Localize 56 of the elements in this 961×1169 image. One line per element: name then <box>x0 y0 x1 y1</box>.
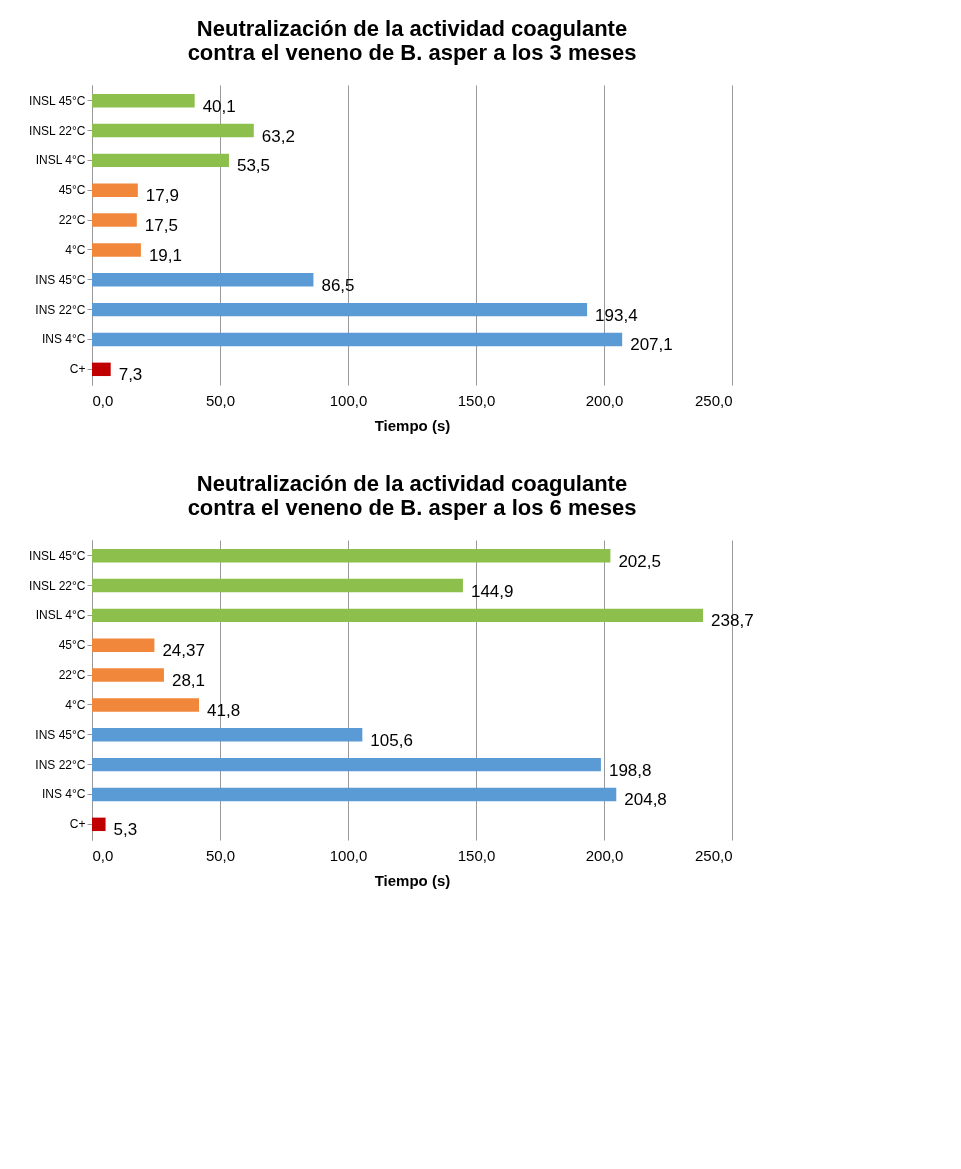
y-tick-label: INS 45°C <box>35 727 86 742</box>
y-tick-label: 22°C <box>58 668 86 683</box>
y-tick-label: 45°C <box>58 638 86 653</box>
x-tick-label: 100,0 <box>329 391 368 409</box>
y-tick-label: INSL 4°C <box>35 153 86 168</box>
y-tick-label: C+ <box>69 817 86 832</box>
data-label: 7,3 <box>118 365 143 385</box>
x-tick-label: 200,0 <box>585 846 624 864</box>
data-label: 207,1 <box>630 335 673 355</box>
y-tick-label: 45°C <box>58 183 86 198</box>
y-tick-label: 22°C <box>58 213 86 228</box>
data-label: 41,8 <box>207 700 241 720</box>
x-tick-label: 50,0 <box>205 391 236 409</box>
y-tick-label: INSL 4°C <box>35 608 86 623</box>
x-tick-label: 150,0 <box>457 391 496 409</box>
y-tick-label: INSL 22°C <box>29 123 86 138</box>
data-label: 5,3 <box>113 820 138 840</box>
y-tick-label: INSL 45°C <box>29 548 86 563</box>
data-label: 105,6 <box>370 730 413 750</box>
data-label: 19,1 <box>148 245 182 265</box>
y-tick-label: INS 22°C <box>35 757 86 772</box>
x-axis-title: Tiempo (s) <box>374 416 451 434</box>
chart-title: Neutralización de la actividad coagulante contra el veneno de B. asper a los 3 meses <box>187 16 637 65</box>
y-tick-label: INS 4°C <box>42 787 86 802</box>
data-label: 144,9 <box>470 581 514 601</box>
x-tick-label: 150,0 <box>457 846 496 864</box>
y-tick-label: INSL 45°C <box>29 93 86 108</box>
data-label: 53,5 <box>236 156 271 176</box>
chart-title: Neutralización de la actividad coagulante contra el veneno de B. asper a los 6 meses <box>187 471 637 520</box>
x-tick-label: 250,0 <box>694 846 733 864</box>
data-label: 40,1 <box>202 96 236 116</box>
data-label: 28,1 <box>171 671 206 691</box>
data-label: 63,2 <box>261 126 295 146</box>
data-label: 86,5 <box>321 275 355 295</box>
x-tick-label: 50,0 <box>205 846 236 864</box>
x-tick-label: 200,0 <box>585 391 624 409</box>
data-label: 24,37 <box>162 641 205 661</box>
y-tick-label: INSL 22°C <box>29 578 86 593</box>
x-axis-title: Tiempo (s) <box>374 871 451 889</box>
x-tick-label: 0,0 <box>92 846 114 864</box>
y-tick-label: INS 22°C <box>35 302 86 317</box>
data-label: 204,8 <box>624 790 667 810</box>
y-tick-label: INS 4°C <box>42 332 86 347</box>
data-label: 193,4 <box>595 305 638 325</box>
x-tick-label: 250,0 <box>694 391 733 409</box>
x-tick-label: 0,0 <box>92 391 114 409</box>
data-label: 238,7 <box>711 611 754 631</box>
data-label: 17,9 <box>145 186 179 206</box>
y-tick-label: INS 45°C <box>35 272 86 287</box>
y-tick-label: C+ <box>69 362 86 377</box>
data-label: 202,5 <box>618 551 661 571</box>
y-tick-label: 4°C <box>65 242 86 257</box>
y-tick-label: 4°C <box>65 697 86 712</box>
data-label: 17,5 <box>144 216 178 236</box>
data-label: 198,8 <box>608 760 652 780</box>
x-tick-label: 100,0 <box>329 846 368 864</box>
